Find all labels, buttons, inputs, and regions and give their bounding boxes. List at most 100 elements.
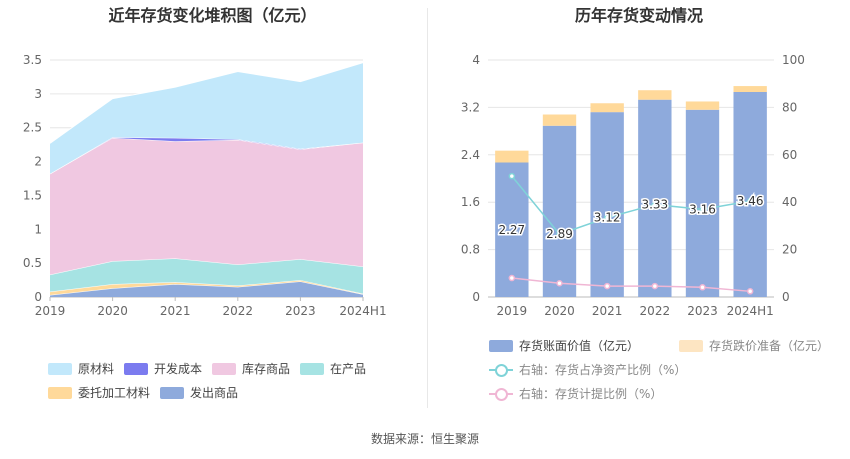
legend-item[interactable]: 在产品 [300,360,366,377]
x-tick-label: 2024H1 [339,304,386,318]
y-tick-label: 0.8 [461,243,480,257]
x-tick-label: 2024H1 [727,304,774,318]
y2-tick-label: 0 [782,290,790,304]
line-point [746,288,754,295]
source-note: 数据来源：恒生聚源 [370,432,479,446]
legend-swatch [679,339,703,352]
legend-item[interactable]: 存货跌价准备（亿元） [679,337,829,354]
line-point [699,284,706,291]
panel-divider [427,8,428,408]
x-tick-label: 2020 [544,304,575,318]
line-provision-ratio [511,277,751,293]
line-point [699,206,706,213]
bar-book-value [733,91,767,298]
y-tick-label: 4 [472,53,480,67]
y-tick-label: 0.5 [23,256,42,270]
legend-swatch [300,362,324,375]
legend-item[interactable]: 右轴：存货计提比例（%） [489,385,662,402]
stacked-area-chart: 0 0.5 1 1.5 2 2.5 3 3.5 2019 2020 2021 2022 2023 2024… [23,53,387,318]
bar-book-value [495,162,529,297]
legend-swatch [489,363,513,377]
x-tick-label: 2021 [592,304,623,318]
legend-swatch [48,362,72,375]
line-ratio-net-assets [511,175,751,236]
bar-book-value [590,112,624,297]
y-tick-label: 3.5 [23,53,42,67]
bar-book-value [638,99,672,297]
right-chart-title: 历年存货变动情况 [574,6,703,25]
line-point [746,197,754,205]
y-tick-label: 1.6 [461,195,480,209]
y2-tick-label: 80 [782,100,797,114]
line-point [651,201,659,208]
bar-provision [733,86,767,92]
y2-tick-label: 20 [782,243,797,257]
area-在产品 [50,258,363,294]
bar-provision [542,114,577,126]
x-tick-label: 2020 [97,304,128,318]
legend-item[interactable]: 发出商品 [160,384,238,401]
y-tick-label: 1.5 [23,188,42,202]
line-point [556,280,563,287]
legend-label: 库存商品 [242,362,291,376]
bar-provision [685,101,720,110]
bar-provision [495,150,529,163]
x-tick-label: 2019 [35,304,66,318]
legend-swatch [212,362,236,375]
legend-label: 存货跌价准备（亿元） [709,339,830,353]
legend-label: 在产品 [330,362,367,376]
y-tick-label: 3 [34,87,42,101]
data-label: 3.46 [737,194,764,208]
line-point [556,230,563,238]
y2-tick-label: 40 [782,195,797,209]
line-point [603,282,611,290]
y-tick-label: 0 [34,290,42,304]
legend-swatch [489,339,513,352]
y-tick-label: 2.4 [461,148,480,162]
x-tick-label: 2021 [160,304,191,318]
bar-provision [638,90,672,100]
legend-item[interactable]: 右轴：存货占净资产比例（%） [489,361,686,378]
legend-label: 右轴：存货占净资产比例（%） [519,363,687,377]
y2-tick-label: 100 [782,53,805,67]
x-tick-label: 2022 [223,304,254,318]
data-label: 3.12 [594,211,621,225]
legend-item[interactable]: 存货账面价值（亿元） [489,337,639,354]
y-tick-label: 1 [34,222,42,236]
area-库存商品 [50,137,363,275]
line-point [508,172,516,180]
x-tick-label: 2023 [687,304,718,318]
x-tick-label: 2023 [285,304,316,318]
data-label: 3.16 [689,202,716,216]
area-发出商品 [50,281,363,297]
data-label: 3.33 [641,198,668,212]
line-point [508,274,516,282]
legend-label: 原材料 [78,362,115,376]
area-edge [49,62,364,144]
y-tick-label: 3.2 [461,100,480,114]
legend-label: 发出商品 [190,386,239,400]
legend-label: 开发成本 [154,362,203,376]
bar-provision [590,103,624,113]
legend-label: 委托加工材料 [78,386,151,400]
legend-swatch [124,362,148,375]
legend-swatch [489,387,513,401]
legend-item[interactable]: 库存商品 [212,360,290,377]
legend-swatch [48,386,72,399]
line-point [651,282,659,290]
data-label: 2.27 [498,223,525,237]
x-tick-label: 2022 [640,304,671,318]
y-tick-label: 2 [34,155,42,169]
area-原材料 [50,62,363,174]
data-label: 2.89 [546,227,573,241]
legend-label: 存货账面价值（亿元） [519,339,640,353]
line-point [603,214,611,221]
legend-item[interactable]: 开发成本 [124,360,202,377]
y-tick-label: 2.5 [23,121,42,135]
legend-label: 右轴：存货计提比例（%） [519,387,663,401]
legend-item[interactable]: 原材料 [48,360,114,377]
x-tick-label: 2019 [497,304,528,318]
bar-book-value [542,125,577,297]
legend-item[interactable]: 委托加工材料 [48,384,150,401]
